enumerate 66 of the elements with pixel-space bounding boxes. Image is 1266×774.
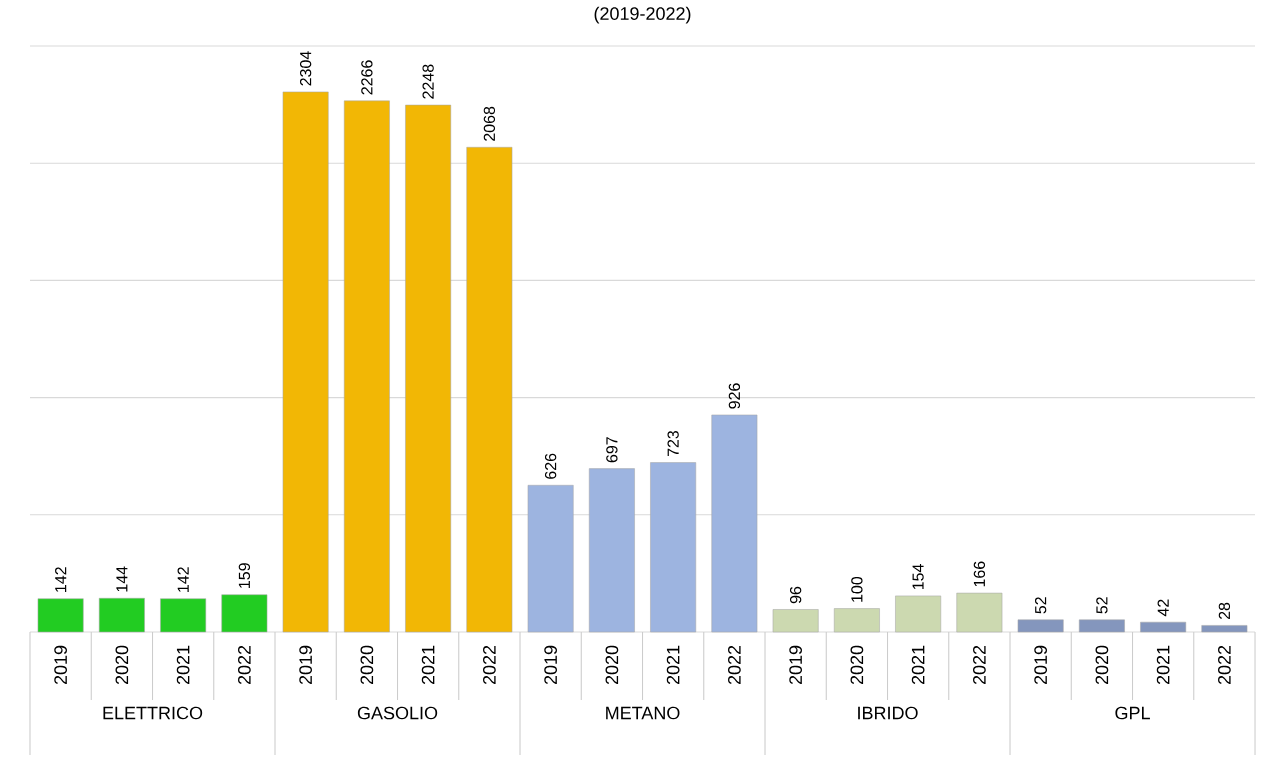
x-tick-label: 2022 bbox=[973, 645, 986, 685]
data-label: 52 bbox=[1096, 597, 1108, 614]
x-tick-label: 2021 bbox=[666, 645, 680, 685]
x-tick-label: 2020 bbox=[1095, 645, 1109, 685]
data-label: 144 bbox=[116, 566, 128, 592]
data-label: 2248 bbox=[422, 64, 434, 99]
x-tick-label: 2019 bbox=[1034, 645, 1047, 685]
data-label: 100 bbox=[851, 576, 863, 602]
data-label: 142 bbox=[55, 567, 67, 592]
bar bbox=[405, 104, 452, 633]
text: ELETTRICO bbox=[103, 706, 203, 720]
x-tick-label: 2020 bbox=[115, 645, 129, 685]
bar bbox=[221, 594, 268, 633]
chart-title: (2019-2022) bbox=[594, 6, 691, 24]
x-tick-label: 2021 bbox=[911, 645, 925, 685]
x-tick-label: 2022 bbox=[728, 645, 741, 685]
x-tick-label: 2019 bbox=[299, 645, 312, 685]
bar bbox=[1078, 619, 1125, 633]
data-label: 42 bbox=[1157, 599, 1169, 617]
bar bbox=[160, 598, 207, 633]
bar bbox=[282, 91, 329, 633]
bar bbox=[466, 146, 513, 633]
data-label: 166 bbox=[973, 561, 986, 587]
data-label: 626 bbox=[544, 453, 557, 479]
bar bbox=[833, 608, 880, 633]
bar bbox=[895, 595, 942, 633]
data-label: 142 bbox=[177, 567, 189, 592]
bar bbox=[37, 598, 84, 633]
bar bbox=[1140, 621, 1187, 633]
text: GASOLIO bbox=[357, 706, 438, 720]
data-label: 2068 bbox=[483, 106, 496, 141]
data-label: 2304 bbox=[299, 51, 312, 86]
x-tick-label: 2022 bbox=[483, 645, 496, 685]
bar bbox=[772, 609, 819, 633]
x-tick-label: 2022 bbox=[238, 645, 251, 685]
x-tick-label: 2020 bbox=[850, 645, 864, 685]
data-label: 154 bbox=[912, 564, 924, 590]
x-tick-label: 2020 bbox=[360, 645, 374, 685]
bar bbox=[588, 468, 635, 633]
x-tick-label: 2021 bbox=[421, 645, 435, 685]
x-tick-label: 2021 bbox=[1156, 645, 1170, 685]
data-label: 96 bbox=[789, 586, 802, 604]
data-label: 159 bbox=[238, 563, 251, 588]
x-tick-label: 2019 bbox=[54, 645, 67, 685]
bar bbox=[711, 414, 758, 633]
bar bbox=[98, 597, 145, 633]
x-tick-label: 2022 bbox=[1218, 645, 1231, 685]
x-tick-label: 2020 bbox=[605, 645, 619, 685]
text: GPL bbox=[1115, 706, 1150, 720]
data-label: 2266 bbox=[361, 60, 373, 95]
bar bbox=[956, 592, 1003, 633]
bar bbox=[527, 485, 574, 633]
bar bbox=[1201, 625, 1248, 633]
text: METANO bbox=[606, 706, 680, 720]
data-label: 697 bbox=[606, 437, 618, 463]
data-label: 52 bbox=[1034, 597, 1047, 614]
data-label: 28 bbox=[1218, 602, 1231, 620]
bar bbox=[1017, 619, 1064, 633]
x-tick-label: 2021 bbox=[176, 645, 190, 685]
data-label: 926 bbox=[728, 383, 741, 409]
bar bbox=[343, 100, 390, 633]
text: IBRIDO bbox=[858, 706, 918, 720]
x-tick-label: 2019 bbox=[544, 645, 557, 685]
data-label: 723 bbox=[667, 430, 679, 457]
x-tick-label: 2019 bbox=[789, 645, 802, 685]
bar bbox=[650, 462, 697, 633]
